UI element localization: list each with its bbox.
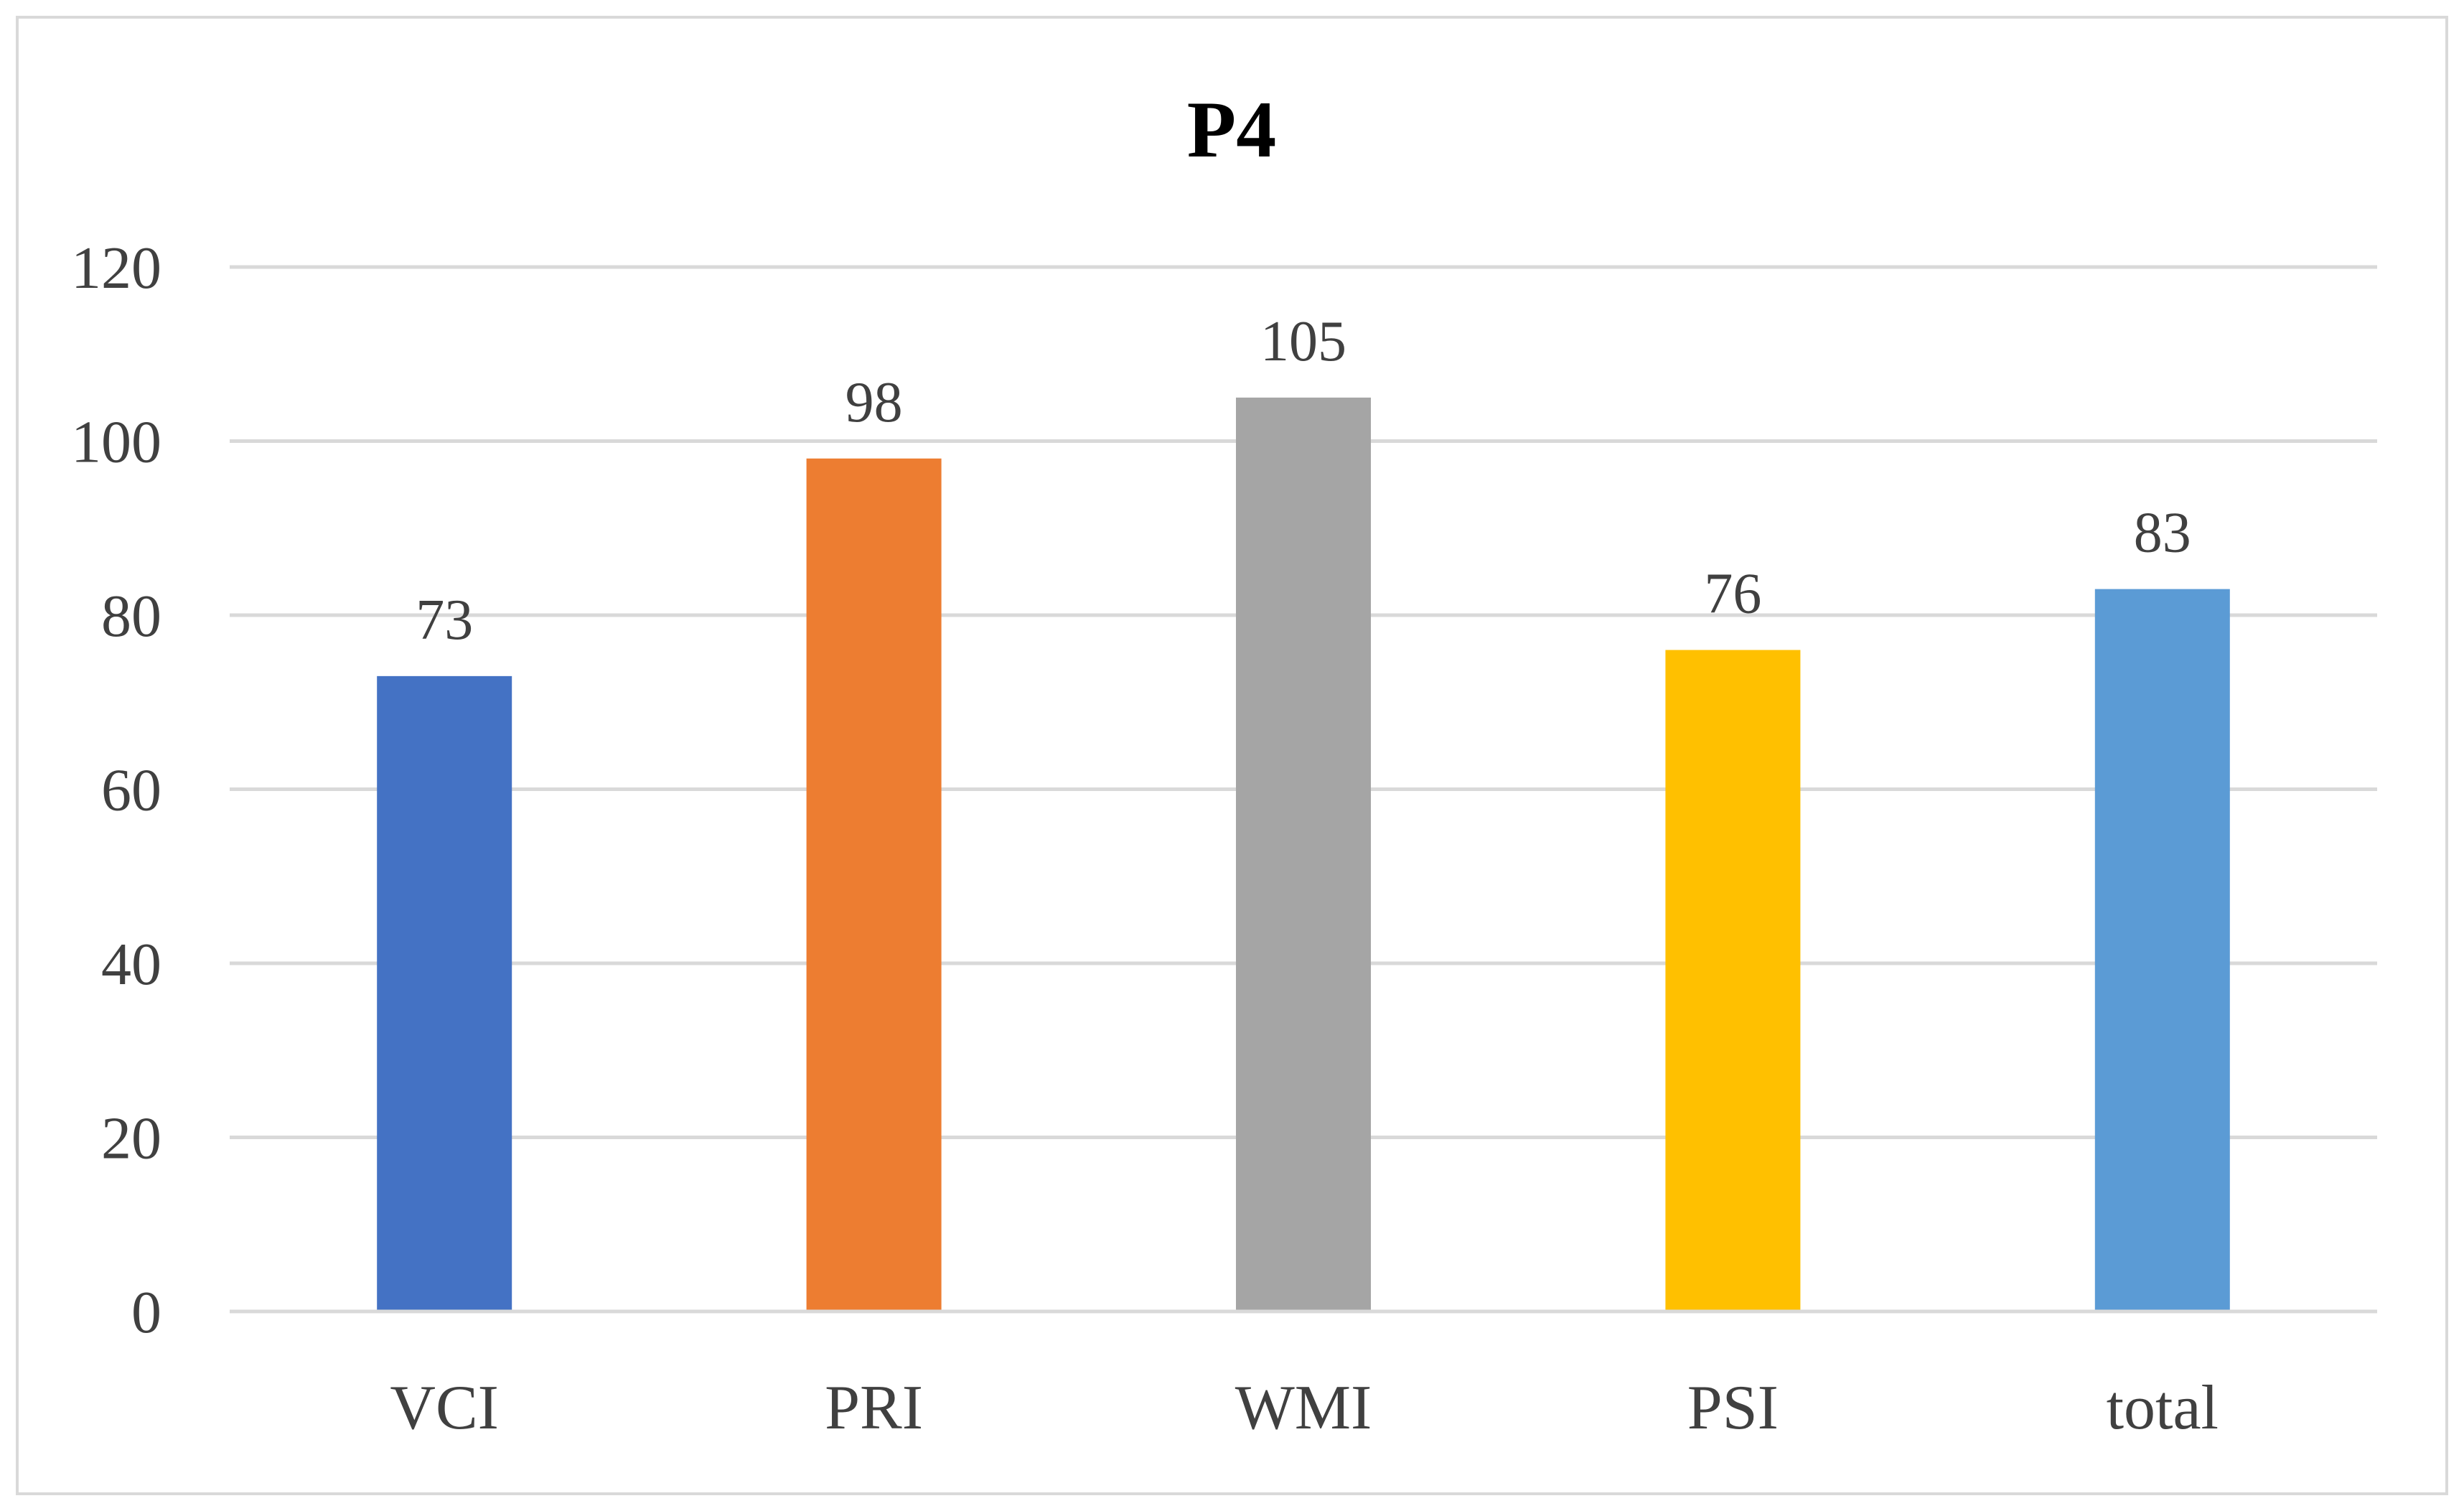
bars <box>377 397 2230 1311</box>
data-label-psi: 76 <box>1704 563 1761 626</box>
x-tick-label-psi: PSI <box>1687 1373 1779 1443</box>
x-tick-label-wmi: WMI <box>1235 1373 1372 1443</box>
data-label-total: 83 <box>2134 502 2191 565</box>
y-tick-label: 40 <box>101 931 161 998</box>
bar-psi <box>1665 650 1801 1311</box>
data-label-pri: 98 <box>845 371 903 434</box>
x-tick-label-pri: PRI <box>825 1373 923 1443</box>
bar-wmi <box>1236 397 1371 1311</box>
bar-pri <box>806 458 942 1311</box>
bar-vci <box>377 675 512 1311</box>
data-label-vci: 73 <box>416 589 473 652</box>
x-tick-label-total: total <box>2107 1373 2219 1443</box>
y-axis-tick-labels: 0 20 40 60 80 100 120 <box>71 235 161 1346</box>
y-tick-label: 100 <box>71 409 161 476</box>
y-tick-label: 120 <box>71 235 161 301</box>
data-label-wmi: 105 <box>1260 310 1346 373</box>
y-tick-label: 80 <box>101 583 161 650</box>
x-tick-label-vci: VCI <box>390 1373 499 1443</box>
y-tick-label: 0 <box>131 1279 161 1346</box>
chart-title: P4 <box>1187 85 1276 174</box>
x-axis-category-labels: VCI PRI WMI PSI total <box>390 1373 2219 1443</box>
y-tick-label: 60 <box>101 757 161 824</box>
data-labels: 73 98 105 76 83 <box>416 310 2191 652</box>
bar-total <box>2094 589 2230 1311</box>
y-tick-label: 20 <box>101 1105 161 1172</box>
